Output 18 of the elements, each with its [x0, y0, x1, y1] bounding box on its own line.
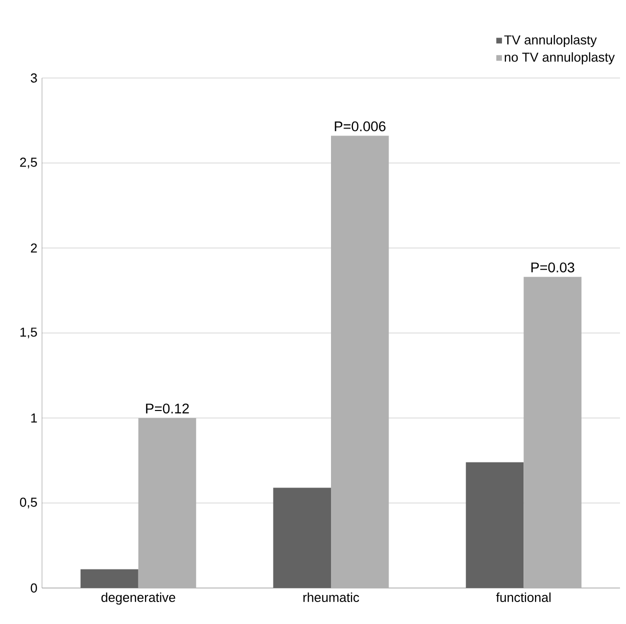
bar — [273, 488, 332, 588]
y-tick-label: 0,5 — [20, 498, 37, 508]
x-tick-label: functional — [496, 592, 551, 602]
annotation: P=0.006 — [334, 121, 386, 132]
bar — [80, 569, 138, 588]
bar — [466, 462, 524, 588]
annotation: P=0.12 — [146, 404, 189, 414]
x-tick-label: rheumatic — [303, 592, 360, 602]
legend-label: no TV annuloplasty — [504, 52, 615, 64]
y-tick-label: 0 — [30, 583, 37, 593]
y-tick-label: 2,5 — [20, 158, 37, 168]
y-tick-label: 1,5 — [20, 328, 37, 338]
y-tick-label: 3 — [30, 73, 37, 83]
y-tick-label: 2 — [30, 243, 37, 253]
legend-label: TV annuloplasty — [504, 34, 597, 48]
annotation: P=0.03 — [531, 262, 574, 272]
x-tick-label: degenerative — [101, 592, 176, 605]
y-tick-label: 1 — [31, 414, 37, 422]
